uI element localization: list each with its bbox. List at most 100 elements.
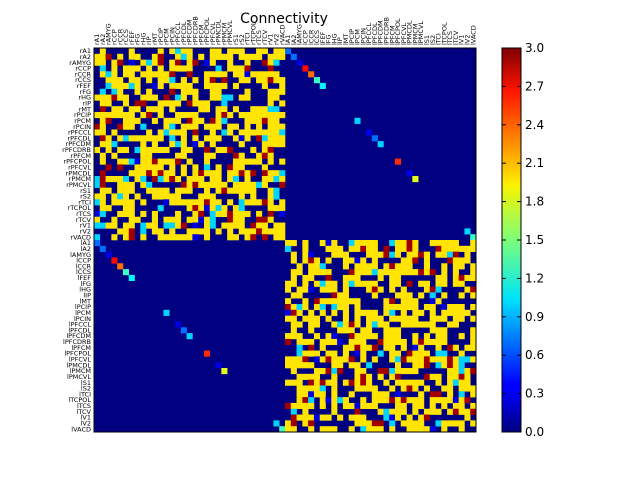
heatmap-cell	[412, 408, 419, 415]
column-label: rPMCDL	[215, 19, 223, 45]
heatmap-cell	[423, 321, 430, 328]
column-label: lV2	[464, 35, 472, 45]
column-label: lS2	[429, 35, 437, 45]
heatmap-cell	[203, 187, 211, 194]
heatmap-cell	[337, 292, 344, 299]
heatmap-cell	[441, 315, 448, 322]
heatmap-cell	[203, 82, 211, 90]
heatmap-cell	[435, 362, 442, 369]
heatmap-cell	[238, 164, 245, 171]
heatmap-cell	[290, 280, 297, 287]
heatmap-cell	[122, 210, 130, 218]
heatmap-cell	[105, 164, 112, 171]
heatmap-cell	[140, 228, 147, 235]
heatmap-cell	[99, 199, 106, 206]
heatmap-cell	[232, 123, 239, 130]
heatmap-cell	[151, 228, 158, 235]
heatmap-cell	[342, 292, 349, 299]
heatmap-cell	[209, 176, 216, 183]
heatmap-cell	[267, 193, 274, 200]
heatmap-cell	[435, 350, 442, 357]
heatmap-cell	[371, 240, 378, 247]
heatmap-cell	[447, 385, 454, 392]
heatmap-cell	[389, 315, 396, 322]
heatmap-cell	[400, 408, 407, 415]
heatmap-cell	[94, 181, 101, 188]
heatmap-cell	[331, 251, 338, 258]
heatmap-cell	[163, 176, 170, 183]
heatmap-cell	[221, 368, 228, 375]
heatmap-cell	[464, 251, 471, 258]
heatmap-cell	[371, 397, 378, 404]
heatmap-cell	[163, 71, 170, 78]
heatmap-cell	[302, 338, 309, 346]
heatmap-cell	[418, 402, 425, 410]
heatmap-cell	[429, 338, 436, 346]
heatmap-cell	[180, 123, 187, 130]
heatmap-cell	[435, 245, 442, 252]
heatmap-cell	[244, 210, 251, 218]
heatmap-cell	[464, 373, 471, 380]
heatmap-cell	[406, 280, 413, 287]
heatmap-cell	[348, 240, 355, 247]
heatmap-cell	[435, 391, 442, 398]
heatmap-cell	[151, 141, 158, 148]
heatmap-cell	[302, 408, 309, 415]
heatmap-cell	[273, 48, 280, 55]
heatmap-cell	[302, 240, 309, 247]
heatmap-cell	[452, 368, 459, 375]
heatmap-cell	[175, 222, 182, 229]
heatmap-cell	[470, 327, 477, 334]
heatmap-cell	[296, 350, 303, 357]
heatmap-cell	[360, 373, 367, 380]
heatmap-cell	[412, 333, 419, 340]
row-label: lPFCDL	[68, 326, 91, 334]
heatmap-cell	[464, 379, 471, 386]
heatmap-cell	[441, 309, 448, 316]
heatmap-cell	[429, 304, 436, 311]
heatmap-cell	[366, 379, 373, 386]
heatmap-cell	[175, 193, 182, 200]
heatmap-cell	[313, 257, 321, 264]
heatmap-cell	[464, 385, 471, 392]
heatmap-cell	[169, 158, 176, 165]
column-label: rIP	[145, 36, 153, 45]
row-label: lPMCVL	[67, 373, 91, 381]
heatmap-cell	[429, 391, 436, 398]
heatmap-cell	[180, 170, 187, 177]
heatmap-cell	[406, 315, 413, 322]
heatmap-cell	[146, 106, 153, 113]
heatmap-cell	[290, 53, 297, 60]
heatmap-cell	[94, 176, 101, 183]
heatmap-cell	[354, 338, 361, 346]
heatmap-cell	[244, 53, 251, 60]
heatmap-cell	[163, 123, 170, 130]
heatmap-cell	[215, 146, 222, 154]
heatmap-cell	[285, 379, 292, 386]
heatmap-cell	[447, 344, 454, 351]
heatmap-cell	[267, 53, 274, 60]
heatmap-cell	[244, 59, 251, 66]
heatmap-cell	[383, 397, 390, 404]
heatmap-cell	[256, 135, 263, 142]
heatmap-cell	[134, 164, 141, 171]
row-label: rVACD	[70, 233, 91, 241]
heatmap-cell	[470, 344, 477, 351]
heatmap-cell	[267, 205, 274, 212]
heatmap-cell	[285, 338, 292, 346]
heatmap-cell	[140, 222, 147, 229]
heatmap-cell	[256, 106, 263, 113]
heatmap-cell	[105, 146, 112, 154]
column-label: lPFCCL	[365, 22, 373, 45]
heatmap-cell	[244, 181, 251, 188]
heatmap-cell	[198, 170, 205, 177]
heatmap-cell	[406, 245, 413, 252]
heatmap-cell	[285, 286, 292, 293]
heatmap-cell	[452, 397, 459, 404]
heatmap-cell	[134, 82, 141, 90]
heatmap-cell	[296, 402, 303, 410]
heatmap-cell	[441, 304, 448, 311]
heatmap-cell	[354, 274, 361, 282]
heatmap-cell	[122, 71, 130, 78]
heatmap-cell	[146, 170, 153, 177]
